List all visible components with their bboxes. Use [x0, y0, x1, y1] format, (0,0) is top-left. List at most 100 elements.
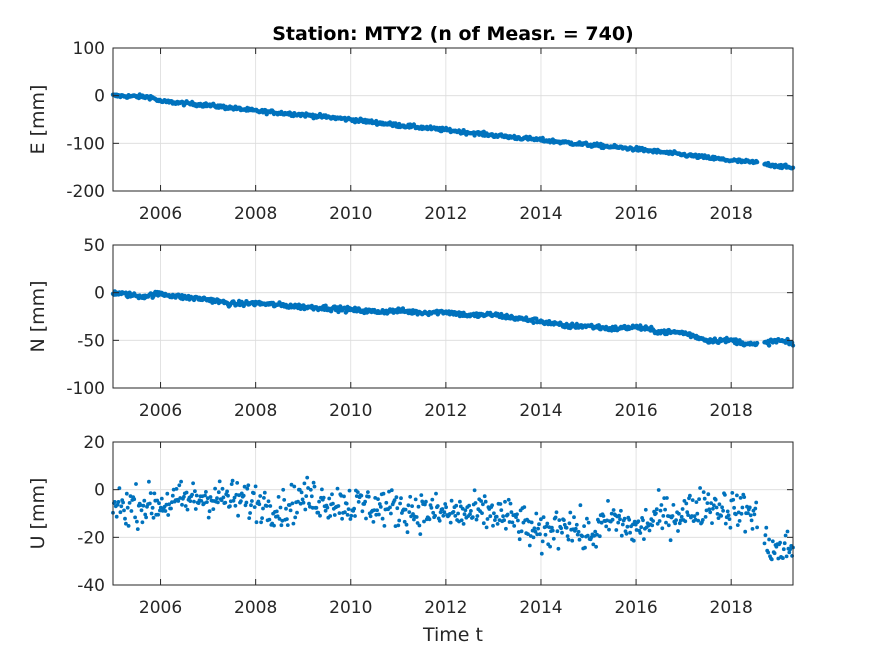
data-point — [151, 515, 156, 520]
data-point — [467, 503, 471, 508]
data-point — [585, 516, 589, 521]
data-point — [368, 514, 373, 519]
data-point — [501, 514, 505, 519]
data-point — [199, 499, 204, 503]
data-point — [545, 521, 550, 526]
data-point — [670, 514, 675, 518]
data-point — [355, 490, 360, 494]
data-point — [419, 493, 424, 497]
data-point — [179, 479, 184, 484]
data-point — [738, 496, 743, 500]
data-point — [725, 509, 730, 514]
data-point — [533, 529, 538, 534]
data-point — [295, 510, 299, 515]
data-point — [502, 518, 506, 523]
data-point — [380, 516, 385, 521]
data-point — [459, 518, 464, 523]
data-point — [642, 537, 646, 541]
data-point — [140, 520, 145, 525]
y-tick-label: 50 — [83, 236, 105, 256]
data-point — [424, 499, 428, 504]
data-point — [221, 495, 226, 500]
data-point — [377, 512, 381, 517]
data-point — [206, 515, 211, 520]
data-point — [274, 509, 279, 514]
data-point — [253, 484, 258, 489]
data-point — [345, 513, 350, 517]
x-tick-label: 2014 — [519, 204, 562, 224]
data-point — [449, 498, 454, 503]
data-point — [123, 516, 127, 521]
data-point — [143, 512, 148, 517]
data-point — [440, 507, 445, 511]
data-point — [462, 512, 467, 517]
data-point — [284, 506, 288, 511]
data-point — [784, 554, 789, 559]
data-point — [570, 538, 575, 543]
data-point — [371, 520, 376, 524]
data-point — [230, 478, 235, 483]
data-point — [404, 522, 409, 527]
data-point — [712, 503, 716, 508]
data-point — [676, 529, 680, 533]
data-point — [304, 494, 309, 498]
data-point — [335, 486, 340, 491]
y-tick-label: 100 — [73, 39, 105, 59]
tick-labels: 2006 2008 2010 2012 2014 2016 2018 -100 -50 0 50 — [66, 236, 793, 421]
data-point — [127, 501, 132, 505]
x-tick-label: 2016 — [614, 204, 657, 224]
tick-labels: 2006 2008 2010 2012 2014 2016 2018 -200 -100 0 100 — [66, 39, 793, 224]
data-point — [677, 521, 682, 526]
data-point — [320, 487, 324, 492]
data-point — [611, 508, 616, 512]
data-point — [183, 504, 188, 508]
data-point — [177, 483, 182, 488]
data-point — [266, 499, 271, 504]
data-points — [110, 289, 796, 348]
x-tick-label: 2010 — [329, 401, 372, 421]
y-tick-label: -20 — [77, 528, 105, 548]
data-point — [394, 495, 399, 500]
data-point — [147, 501, 152, 506]
data-point — [174, 487, 179, 491]
data-point — [237, 493, 242, 498]
data-point — [539, 517, 543, 522]
y-tick-label: -100 — [66, 134, 105, 154]
data-point — [599, 520, 604, 525]
data-point — [375, 508, 379, 513]
data-point — [454, 503, 459, 508]
data-point — [139, 508, 144, 513]
data-point — [245, 486, 250, 491]
data-point — [442, 510, 447, 515]
data-point — [515, 512, 519, 517]
data-point — [723, 493, 727, 497]
data-point — [752, 512, 757, 517]
data-point — [252, 505, 257, 509]
data-point — [336, 504, 341, 508]
data-point — [536, 526, 540, 531]
data-point — [397, 518, 402, 523]
data-point — [211, 507, 216, 511]
data-point — [551, 536, 556, 541]
data-point — [762, 541, 767, 546]
data-point — [714, 505, 719, 510]
data-point — [133, 515, 138, 520]
data-point — [696, 518, 701, 523]
data-point — [614, 528, 619, 532]
data-point — [531, 320, 536, 325]
data-point — [272, 523, 276, 528]
data-point — [185, 507, 190, 512]
x-tick-label: 2010 — [329, 204, 372, 224]
data-point — [399, 496, 403, 501]
data-point — [233, 503, 238, 508]
data-point — [585, 533, 590, 538]
data-point — [719, 514, 724, 518]
data-point — [488, 514, 493, 519]
data-point — [427, 517, 432, 522]
data-point — [631, 538, 636, 543]
data-point — [389, 488, 394, 493]
data-point — [739, 511, 744, 516]
data-point — [132, 497, 137, 502]
data-point — [158, 508, 162, 513]
data-point — [184, 490, 189, 495]
